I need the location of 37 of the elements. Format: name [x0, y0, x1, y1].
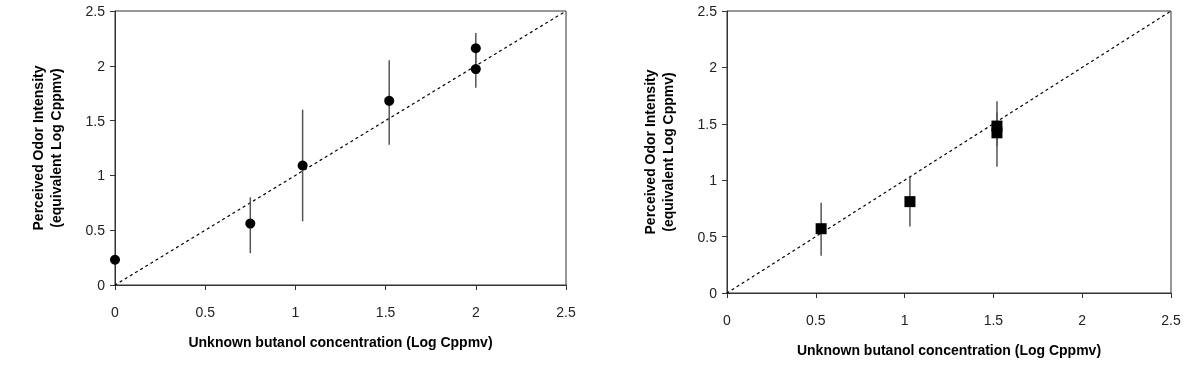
y-tick-label: 2.5 [697, 3, 718, 19]
y-axis-title: Perceived Odor Intensity (equivalent Log Cppmv) [30, 65, 64, 231]
x-tick-label: 1.5 [375, 304, 396, 320]
point [245, 218, 256, 229]
y-axis-title: Perceived Odor Intensity (equivalent Log Cppmv) [642, 69, 676, 235]
point [470, 64, 481, 75]
x-tick-label: 0.5 [806, 312, 826, 328]
point [991, 120, 1003, 132]
point [384, 95, 395, 106]
x-axis-title: Unknown butanol concentration (Log Cppmv) [188, 334, 493, 350]
x-axis-title: Unknown butanol concentration (Log Cppmv) [796, 342, 1102, 358]
x-tick-label: 0.5 [195, 304, 216, 320]
x-tick-label: 2 [471, 304, 480, 320]
point [297, 160, 308, 171]
y-tick-label: 1.5 [85, 112, 106, 129]
x-tick-label: 1 [900, 312, 909, 328]
x-tick-label: 1.5 [983, 312, 1004, 328]
x-tick-label: 2.5 [556, 304, 576, 320]
y-tick-label: 2.5 [85, 3, 106, 19]
y-tick-label: 2 [97, 57, 106, 74]
y-tick-label: 1 [97, 167, 106, 184]
point [470, 43, 481, 54]
y-tick-label: 2 [709, 59, 718, 76]
y-tick-label: 0 [97, 277, 106, 293]
y-tick-label: 1 [709, 172, 718, 189]
y-tick-label: 0 [709, 285, 718, 301]
point [904, 196, 916, 208]
point [815, 223, 827, 235]
x-tick-label: 1 [291, 304, 300, 320]
point [110, 254, 120, 265]
y-tick-label: 0.5 [697, 228, 718, 245]
x-tick-label: 2.5 [1161, 312, 1181, 328]
y-tick-label: 1.5 [697, 115, 718, 132]
x-tick-label: 0 [723, 312, 732, 328]
y-tick-label: 0.5 [85, 222, 106, 239]
x-tick-label: 2 [1078, 312, 1087, 328]
x-tick-label: 0 [111, 304, 120, 320]
